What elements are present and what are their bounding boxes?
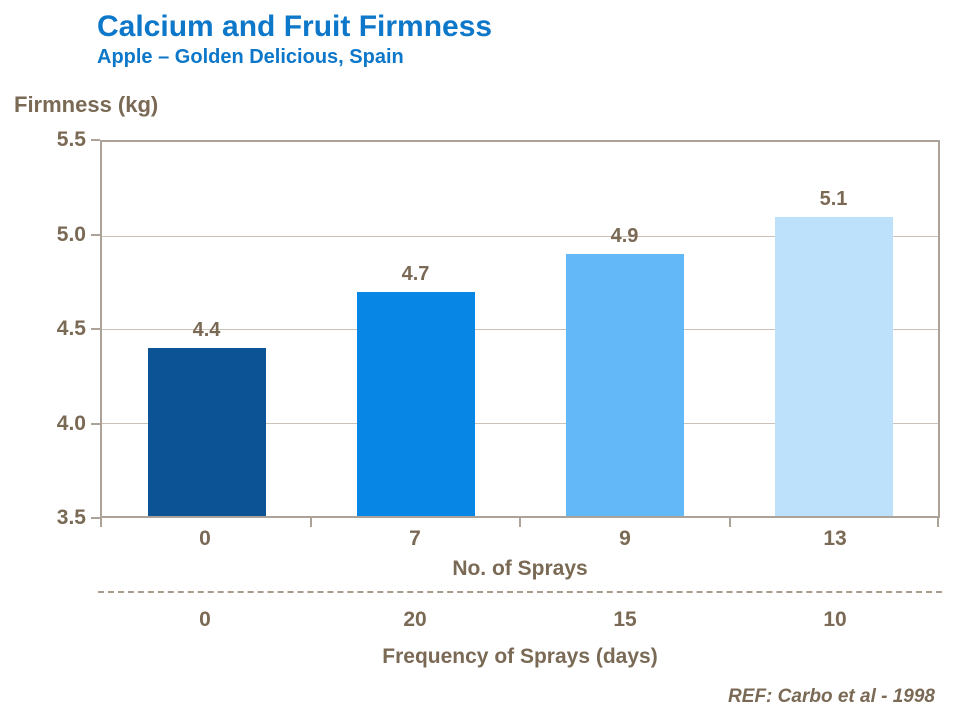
- bar-value-label: 5.1: [819, 187, 848, 210]
- bar-value-label: 4.4: [192, 318, 221, 341]
- x-axis-title-frequency: Frequency of Sprays (days): [382, 645, 658, 668]
- bar: [356, 291, 475, 516]
- y-axis-tick: [91, 517, 100, 519]
- x-axis-tick: [519, 518, 521, 527]
- y-axis-tick-label: 4.0: [56, 411, 86, 435]
- x-axis-label-sprays: 0: [199, 527, 211, 550]
- x-axis-label-frequency: 20: [403, 608, 427, 631]
- y-axis-tick: [91, 139, 100, 141]
- x-axis-tick: [728, 518, 731, 527]
- x-axis-label-frequency: 15: [613, 608, 637, 631]
- x-axis-label-sprays: 7: [409, 527, 421, 550]
- dashed-separator: [98, 591, 942, 593]
- x-axis-label-frequency: 0: [199, 608, 211, 631]
- x-axis-title-sprays: No. of Sprays: [452, 557, 588, 580]
- bar: [774, 216, 893, 516]
- y-axis-tick: [91, 328, 100, 330]
- bar-value-label: 4.7: [401, 262, 430, 285]
- x-axis-tick: [309, 518, 312, 527]
- gridline: [102, 422, 938, 424]
- chart-title: Calcium and Fruit Firmness: [97, 10, 493, 43]
- y-axis-tick-label: 3.5: [56, 506, 86, 529]
- chart-subtitle: Apple – Golden Delicious, Spain: [97, 46, 404, 68]
- y-axis-tick: [91, 233, 100, 236]
- x-axis-tick: [937, 518, 939, 527]
- x-axis-tick: [100, 518, 102, 527]
- reference-text: REF: Carbo et al - 1998: [728, 686, 935, 707]
- y-axis-title: Firmness (kg): [14, 92, 159, 117]
- x-axis-label-sprays: 9: [619, 527, 631, 550]
- bar: [565, 254, 684, 516]
- gridline: [102, 235, 938, 237]
- y-axis-tick-label: 4.5: [56, 317, 86, 340]
- y-axis-tick-label: 5.0: [56, 222, 86, 246]
- plot-area: 4.4 4.7 4.9 5.1: [100, 140, 940, 518]
- x-axis-label-frequency: 10: [823, 608, 847, 631]
- bar-value-label: 4.9: [610, 225, 639, 248]
- x-axis-label-sprays: 13: [823, 527, 847, 550]
- y-axis-tick: [91, 422, 100, 425]
- bar: [147, 347, 266, 516]
- gridline: [102, 329, 938, 330]
- y-axis-tick-label: 5.5: [56, 128, 86, 151]
